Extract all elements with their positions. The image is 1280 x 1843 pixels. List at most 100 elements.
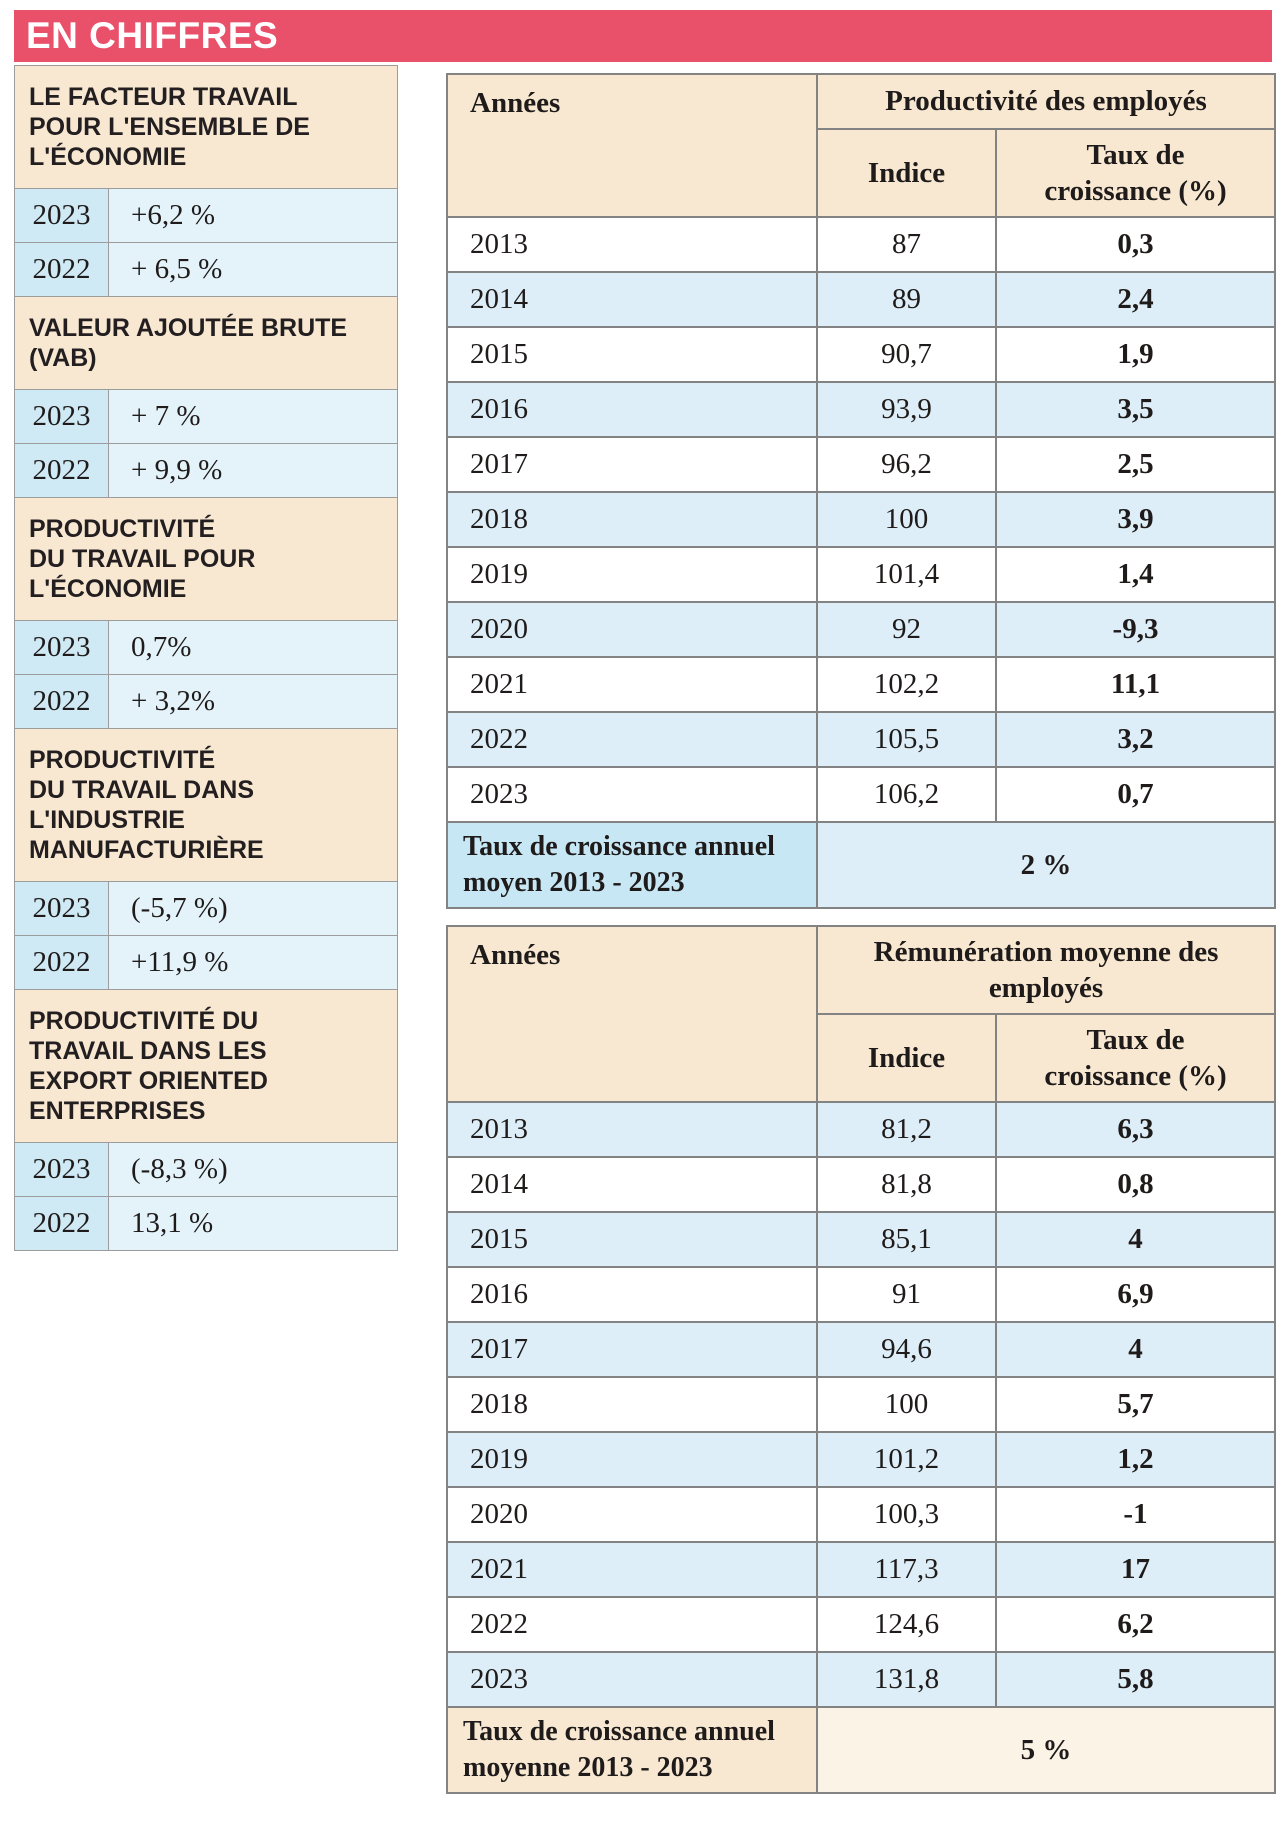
table-row: 2020 100,3 -1 — [446, 1486, 1277, 1543]
year-cell: 2018 — [446, 491, 818, 548]
index-cell: 96,2 — [816, 436, 997, 493]
sidebar-section-heading: LE FACTEUR TRAVAIL POUR L'ENSEMBLE DE L'… — [14, 65, 398, 189]
column-header-taux: Taux de croissance (%) — [995, 128, 1276, 218]
sidebar-section-heading: PRODUCTIVITÉ DU TRAVAIL POUR L'ÉCONOMIE — [14, 497, 398, 621]
index-cell: 87 — [816, 216, 997, 273]
year-cell: 2019 — [446, 1431, 818, 1488]
value-label: 13,1 % — [109, 1197, 397, 1250]
rate-cell: 5,7 — [994, 1376, 1277, 1433]
table-row: 2014 81,8 0,8 — [446, 1156, 1277, 1213]
rate-cell: 17 — [994, 1541, 1277, 1598]
index-cell: 101,4 — [816, 546, 997, 603]
table-row: 2019 101,4 1,4 — [446, 546, 1276, 603]
table-footer-row: Taux de croissance annuel moyen 2013 - 2… — [446, 821, 1276, 909]
rate-cell: 4 — [994, 1211, 1277, 1268]
table-row: 2013 81,2 6,3 — [446, 1101, 1277, 1158]
sidebar-row: 2023 (-8,3 %) — [14, 1142, 398, 1197]
rate-cell: 6,3 — [994, 1101, 1277, 1158]
table-row: 2015 90,7 1,9 — [446, 326, 1276, 383]
sidebar-section-heading: VALEUR AJOUTÉE BRUTE (VAB) — [14, 296, 398, 390]
rate-cell: 6,2 — [994, 1596, 1277, 1653]
column-header-indice: Indice — [816, 1013, 997, 1103]
indicators-sidebar: LE FACTEUR TRAVAIL POUR L'ENSEMBLE DE L'… — [14, 65, 398, 1251]
year-cell: 2013 — [446, 1101, 818, 1158]
table-row: 2015 85,1 4 — [446, 1211, 1277, 1268]
rate-cell: 3,5 — [995, 381, 1276, 438]
rate-cell: 3,2 — [995, 711, 1276, 768]
index-cell: 81,8 — [816, 1156, 997, 1213]
remuneration-table: Années Rémunération moyenne des employés… — [446, 925, 1277, 1794]
index-cell: 100 — [816, 491, 997, 548]
table-row: 2021 102,2 11,1 — [446, 656, 1276, 713]
column-header-group: Productivité des employés — [816, 73, 1276, 130]
year-label: 2022 — [15, 243, 109, 296]
rate-cell: 0,8 — [994, 1156, 1277, 1213]
index-cell: 117,3 — [816, 1541, 997, 1598]
year-cell: 2014 — [446, 271, 818, 328]
rate-cell: 5,8 — [994, 1651, 1277, 1708]
year-cell: 2015 — [446, 1211, 818, 1268]
year-label: 2023 — [15, 1143, 109, 1196]
table-footer-row: Taux de croissance annuel moyenne 2013 -… — [446, 1706, 1277, 1794]
year-cell: 2020 — [446, 1486, 818, 1543]
rate-cell: 2,4 — [995, 271, 1276, 328]
year-label: 2022 — [15, 444, 109, 497]
footer-label: Taux de croissance annuel moyen 2013 - 2… — [446, 821, 818, 909]
sidebar-row: 2022 + 6,5 % — [14, 242, 398, 297]
index-cell: 106,2 — [816, 766, 997, 823]
sidebar-row: 2022 +11,9 % — [14, 935, 398, 990]
year-cell: 2021 — [446, 656, 818, 713]
sidebar-row: 2022 + 9,9 % — [14, 443, 398, 498]
year-cell: 2013 — [446, 216, 818, 273]
sidebar-row: 2022 13,1 % — [14, 1196, 398, 1251]
table-row: 2023 131,8 5,8 — [446, 1651, 1277, 1708]
index-cell: 81,2 — [816, 1101, 997, 1158]
year-label: 2022 — [15, 1197, 109, 1250]
column-header-annees: Années — [446, 925, 818, 1103]
table-row: 2013 87 0,3 — [446, 216, 1276, 273]
rate-cell: -1 — [994, 1486, 1277, 1543]
year-cell: 2019 — [446, 546, 818, 603]
footer-label: Taux de croissance annuel moyenne 2013 -… — [446, 1706, 818, 1794]
table-row: 2023 106,2 0,7 — [446, 766, 1276, 823]
rate-cell: 2,5 — [995, 436, 1276, 493]
sidebar-row: 2023 +6,2 % — [14, 188, 398, 243]
table-row: 2016 93,9 3,5 — [446, 381, 1276, 438]
index-cell: 85,1 — [816, 1211, 997, 1268]
index-cell: 124,6 — [816, 1596, 997, 1653]
rate-cell: 11,1 — [995, 656, 1276, 713]
year-cell: 2020 — [446, 601, 818, 658]
index-cell: 105,5 — [816, 711, 997, 768]
year-cell: 2023 — [446, 1651, 818, 1708]
table-row: 2016 91 6,9 — [446, 1266, 1277, 1323]
column-header-indice: Indice — [816, 128, 997, 218]
year-cell: 2022 — [446, 1596, 818, 1653]
value-label: + 7 % — [109, 390, 397, 443]
year-cell: 2018 — [446, 1376, 818, 1433]
index-cell: 91 — [816, 1266, 997, 1323]
value-label: (-8,3 %) — [109, 1143, 397, 1196]
column-header-taux: Taux de croissance (%) — [994, 1013, 1277, 1103]
value-label: +6,2 % — [109, 189, 397, 242]
index-cell: 131,8 — [816, 1651, 997, 1708]
year-label: 2023 — [15, 882, 109, 935]
rate-cell: 1,9 — [995, 326, 1276, 383]
sidebar-section-heading: PRODUCTIVITÉ DU TRAVAIL DANS LES EXPORT … — [14, 989, 398, 1143]
year-cell: 2023 — [446, 766, 818, 823]
rate-cell: 0,3 — [995, 216, 1276, 273]
page-title: EN CHIFFRES — [26, 15, 279, 56]
index-cell: 101,2 — [816, 1431, 997, 1488]
year-label: 2022 — [15, 936, 109, 989]
rate-cell: 1,4 — [995, 546, 1276, 603]
year-cell: 2017 — [446, 436, 818, 493]
value-label: +11,9 % — [109, 936, 397, 989]
sidebar-section-heading: PRODUCTIVITÉ DU TRAVAIL DANS L'INDUSTRIE… — [14, 728, 398, 882]
productivity-table: Années Productivité des employés Indice … — [446, 73, 1276, 909]
rate-cell: 4 — [994, 1321, 1277, 1378]
index-cell: 102,2 — [816, 656, 997, 713]
value-label: 0,7% — [109, 621, 397, 674]
value-label: (-5,7 %) — [109, 882, 397, 935]
year-cell: 2014 — [446, 1156, 818, 1213]
column-header-annees: Années — [446, 73, 818, 218]
